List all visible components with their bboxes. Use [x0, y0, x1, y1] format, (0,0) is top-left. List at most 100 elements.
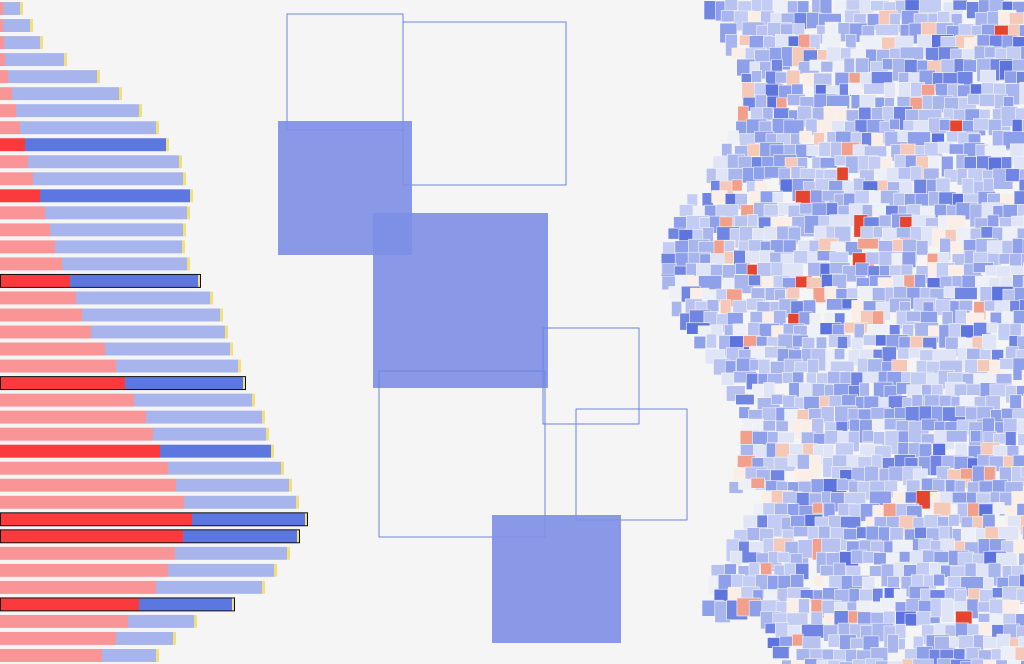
map-region [802, 299, 817, 314]
bar-tip [297, 529, 300, 543]
bar-segment [0, 444, 160, 458]
bar-segment [183, 529, 297, 543]
map-region [754, 180, 768, 192]
bar-tip [305, 512, 308, 526]
bar-segment [168, 563, 274, 577]
bar-segment [0, 427, 153, 441]
map-region [875, 660, 899, 664]
bar-segment [156, 580, 262, 594]
bar-segment [134, 393, 252, 407]
bar-segment [50, 223, 183, 237]
bar-segment [40, 189, 190, 203]
map-region [1020, 323, 1024, 347]
map-region [1018, 178, 1024, 193]
map-region [754, 94, 767, 110]
map-region [792, 23, 805, 37]
bar-tip [194, 614, 197, 628]
outline-square [286, 13, 404, 131]
map-region [961, 178, 974, 196]
bar-segment [76, 291, 210, 305]
map-region [751, 70, 763, 83]
outline-square [378, 370, 546, 538]
map-region [781, 659, 797, 664]
bar-tip [190, 189, 193, 203]
bar-tip [271, 444, 274, 458]
map-region [894, 623, 907, 639]
map-region [916, 611, 931, 626]
bar-segment [0, 206, 45, 220]
map-region [871, 133, 884, 148]
map-region [730, 550, 743, 566]
map-region [938, 525, 950, 541]
bar-segment [0, 512, 192, 526]
map-region [836, 336, 848, 349]
bar-segment [20, 121, 156, 135]
bar-segment [0, 580, 156, 594]
bar-tip [274, 563, 277, 577]
map-region [1021, 369, 1024, 386]
map-region [955, 309, 967, 326]
bar-segment [12, 87, 119, 101]
bar-tip [266, 427, 269, 441]
map-region [858, 382, 870, 398]
map-region [982, 513, 996, 529]
bars [0, 2, 308, 662]
map-region [1016, 227, 1024, 241]
map-region [750, 477, 765, 489]
map-region [887, 634, 899, 654]
bar-segment [105, 342, 230, 356]
map-region [1022, 238, 1024, 258]
map-region [879, 597, 896, 610]
bar-tip [156, 121, 159, 135]
map-region [927, 155, 940, 169]
bar-segment [146, 410, 262, 424]
map-region [813, 575, 825, 587]
map-region [1019, 573, 1024, 591]
map-region [832, 562, 846, 577]
map-region [904, 491, 918, 504]
bar-segment [0, 53, 5, 67]
map-region [910, 574, 924, 588]
map-region [970, 658, 984, 664]
bar-tip [64, 53, 67, 67]
bar-segment [0, 649, 102, 662]
map-region [865, 251, 880, 265]
bar-tip [20, 2, 23, 15]
map-region [864, 658, 884, 664]
bar-tip [252, 393, 255, 407]
map-region [960, 660, 981, 664]
bar-tip [296, 495, 299, 509]
map-region [901, 658, 921, 664]
map-region [1001, 156, 1013, 170]
bar-tip [198, 274, 201, 288]
map-region [775, 420, 789, 432]
map-region [1019, 82, 1024, 105]
bar-segment [0, 614, 128, 628]
bar-segment [62, 257, 187, 271]
map-region [993, 502, 1005, 514]
map-region [1013, 190, 1024, 206]
bar-tip [183, 223, 186, 237]
bar-segment [0, 376, 125, 390]
bar-segment [3, 19, 30, 33]
map-region [1020, 46, 1024, 67]
map-region [732, 299, 748, 314]
map-region [762, 420, 776, 432]
bar-segment [0, 70, 8, 84]
bar-tip [187, 206, 190, 220]
map-region [1016, 71, 1024, 90]
bar-tip [225, 325, 228, 339]
map-region [671, 301, 682, 317]
bar-tip [210, 291, 213, 305]
bar-tip [243, 376, 246, 390]
map-region [889, 118, 900, 130]
bar-segment [0, 240, 55, 254]
map-region [833, 348, 845, 360]
bar-segment [55, 240, 182, 254]
bar-segment [153, 427, 266, 441]
bar-segment [0, 478, 176, 492]
map-region [787, 503, 800, 516]
map-region [1016, 625, 1024, 640]
bar-tip [156, 649, 159, 662]
bar-segment [160, 444, 271, 458]
